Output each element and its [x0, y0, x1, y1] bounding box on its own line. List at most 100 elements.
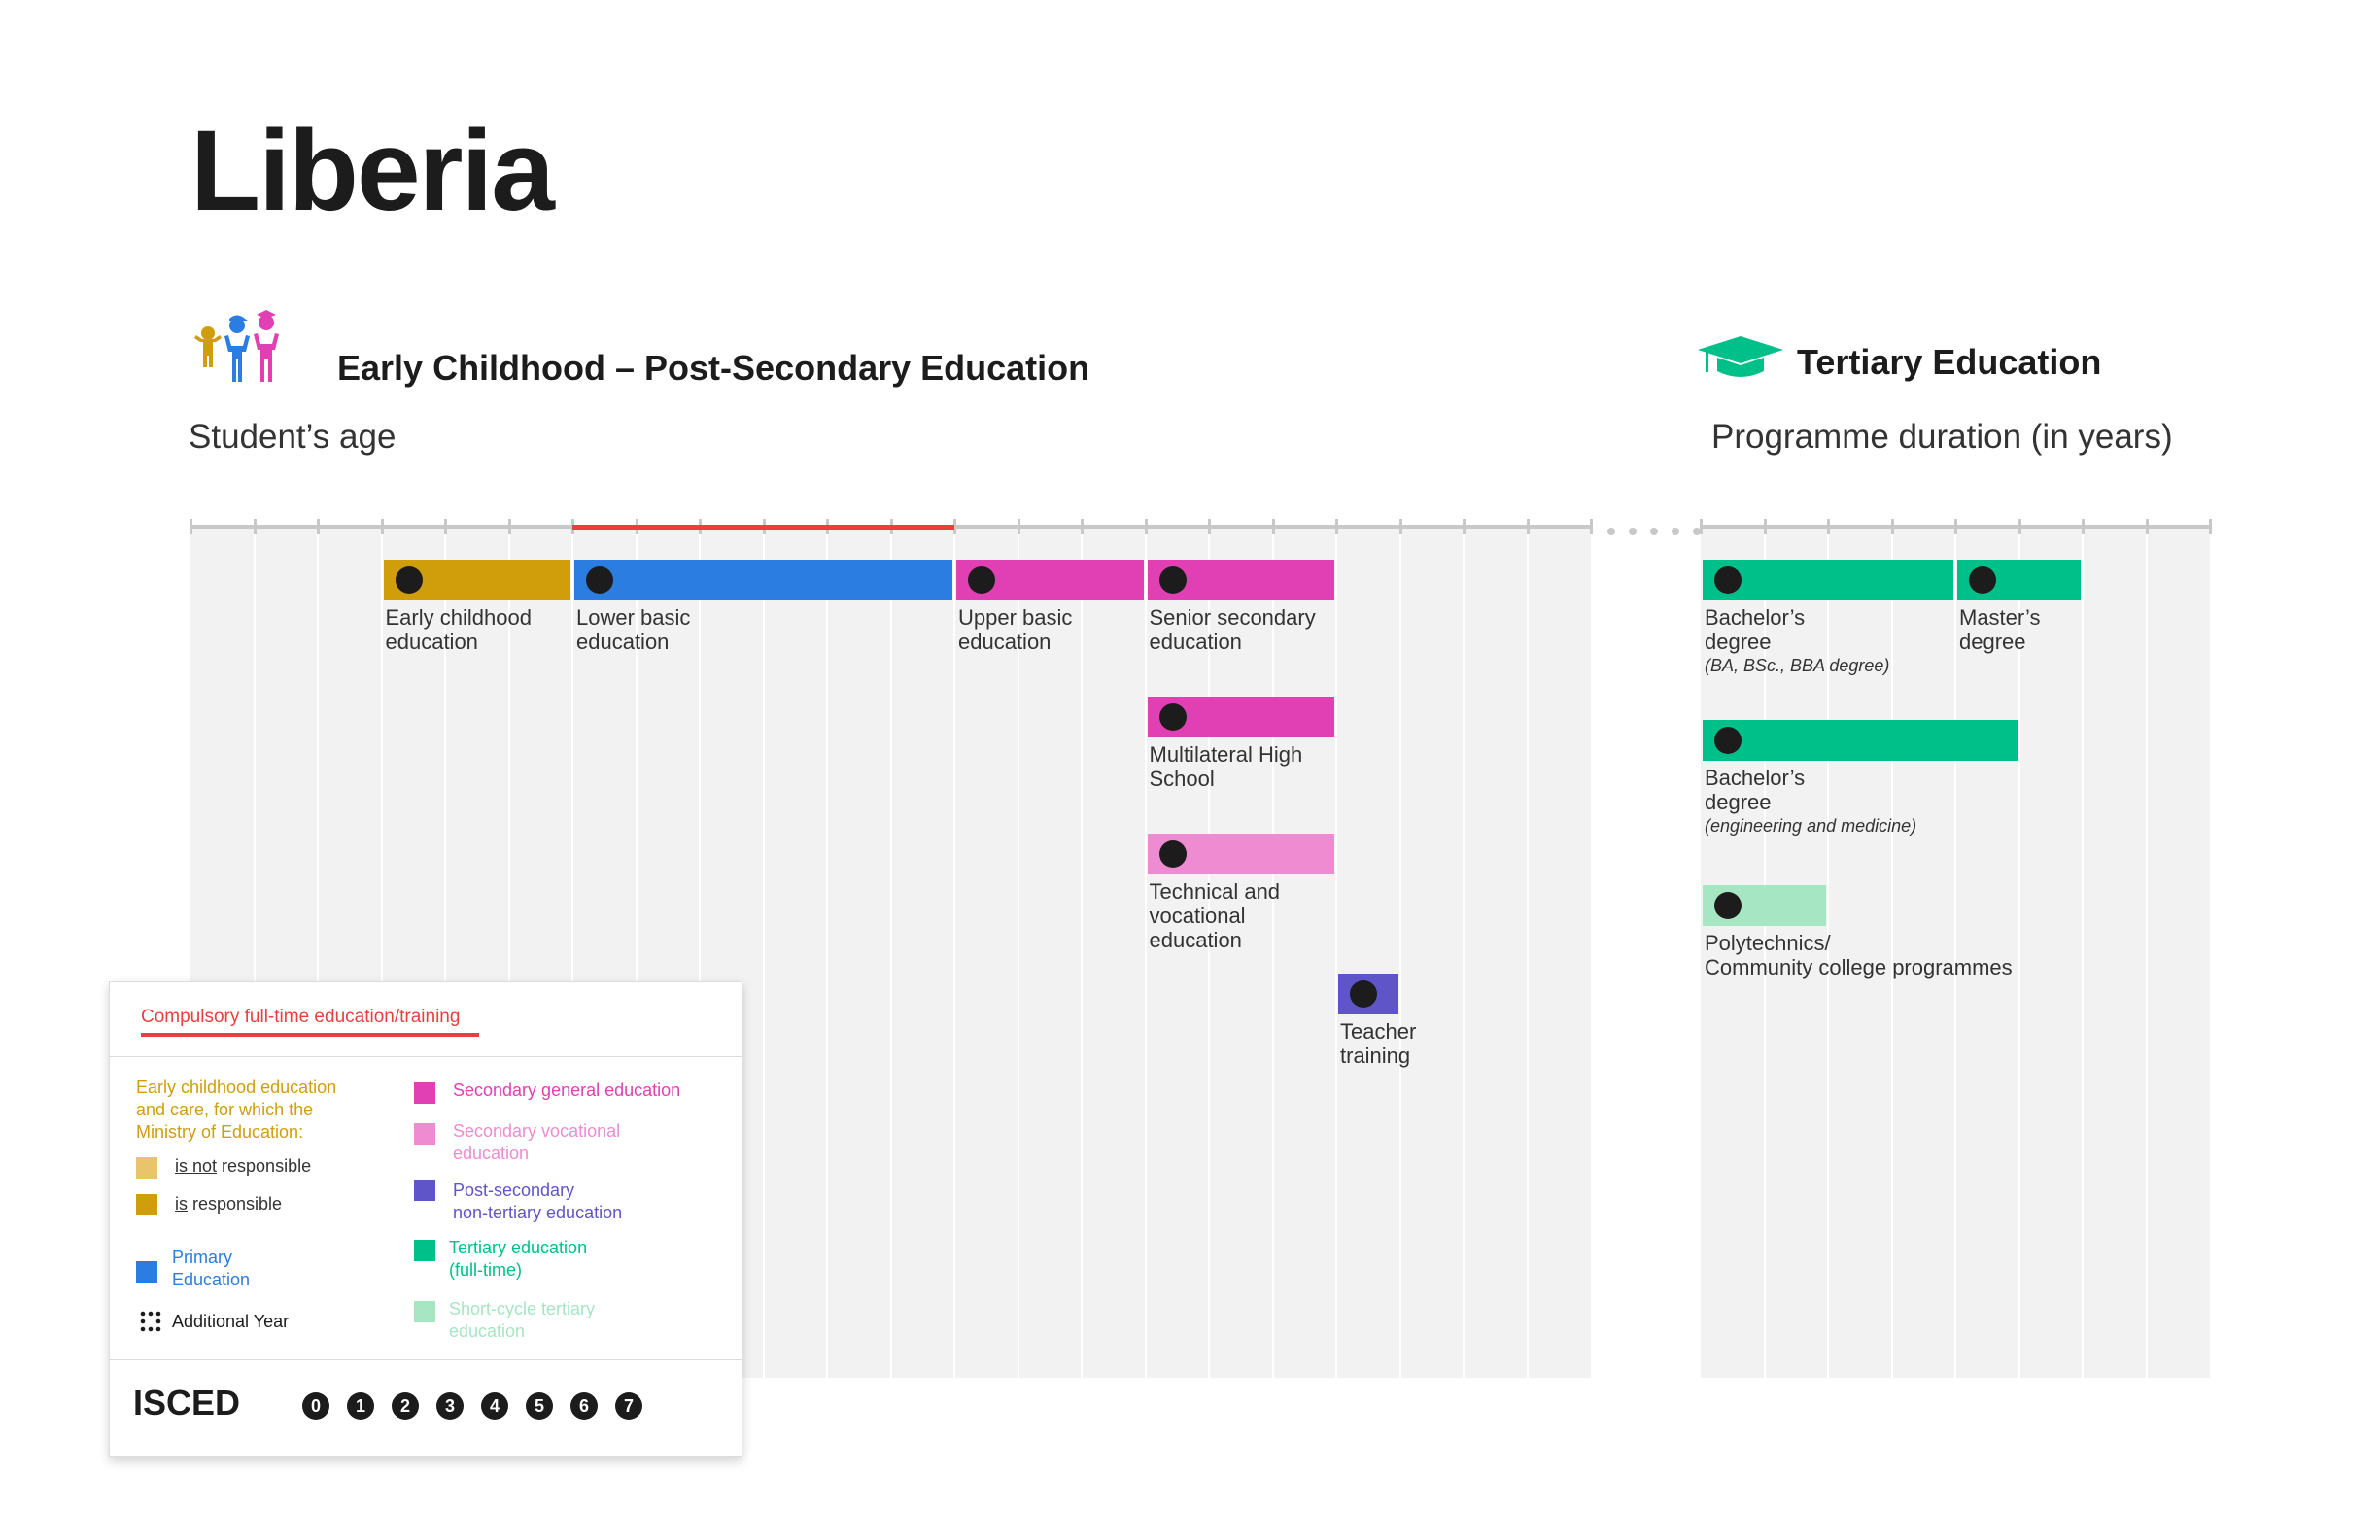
age-grid-line [889, 529, 892, 1378]
programmes_age-label: Early childhood education [386, 605, 736, 654]
duration-tick [1954, 519, 1957, 534]
isced-badge [1158, 840, 1187, 868]
age-grid-line [507, 529, 510, 1378]
programmes_age-label: Upper basic education [958, 605, 1308, 654]
duration-tick [2145, 519, 2149, 534]
compulsory-range-bar [572, 525, 954, 530]
page-title: Liberia [190, 107, 555, 235]
legend-tertiary-line1: Tertiary education [449, 1238, 588, 1257]
age-grid-line [1335, 529, 1337, 1378]
programmes_duration-label-line: Community college programmes [1705, 955, 2013, 979]
isced-badge [1969, 566, 1996, 594]
section-title-tertiary: Tertiary Education [1797, 342, 2102, 382]
isced-level-badge: 5 [526, 1392, 553, 1420]
legend-ecce-heading-line1: Early childhood education [136, 1078, 337, 1097]
programmes_duration-label-line: Bachelor’s [1705, 605, 1806, 630]
duration-grid-line [2082, 529, 2084, 1378]
programmes_age-label-line: education [1149, 630, 1242, 654]
legend-swatch-secondary-vocational [414, 1123, 435, 1145]
legend-ecce-not-label: is not responsible [175, 1155, 311, 1178]
programmes_age-label-line: Lower basic [576, 605, 691, 630]
age-tick [190, 519, 192, 534]
duration-tick [1827, 519, 1830, 534]
legend-swatch-secondary-general [414, 1082, 435, 1104]
programmes_duration-label-line: Master’s [1959, 605, 2041, 630]
legend-sec-voc-line2: education [453, 1144, 530, 1163]
age-tick [444, 519, 447, 534]
age-grid-line [1081, 529, 1083, 1378]
age-grid-line [762, 529, 765, 1378]
programmes_age-label: Senior secondary education [1150, 605, 1500, 654]
programmes_age-label-line: education [576, 630, 670, 654]
age-grid-line [1463, 529, 1465, 1378]
programmes_age-label-line: Early childhood [385, 605, 532, 630]
programmes_duration-label: Bachelor’s degree (BA, BSc., BBA degree) [1705, 605, 2054, 678]
additional-year-separator [1953, 564, 1956, 597]
programmes_duration-bar-isced-6 [1703, 560, 1953, 600]
programmes_age-label-line: education [385, 630, 478, 654]
isced-badge [1158, 703, 1187, 731]
duration-tick [1700, 519, 1703, 534]
legend-divider-bottom [110, 1359, 742, 1360]
age-tick [1590, 519, 1593, 534]
programmes_age-label-line: School [1149, 767, 1215, 791]
legend-primary-line1: Primary [172, 1248, 232, 1267]
programmes_duration-label: Bachelor’s degree (engineering and medicin… [1705, 766, 2054, 838]
isced-level-badge: 6 [570, 1392, 598, 1420]
programmes_age-label-line: Technical and [1149, 879, 1281, 904]
age-grid-line [1271, 529, 1274, 1378]
duration-grid-line [1827, 529, 1829, 1378]
legend-primary-label: Primary Education [172, 1247, 250, 1291]
duration-grid-line [2018, 529, 2020, 1378]
age-tick [953, 519, 956, 534]
legend-not-word: is not [175, 1156, 218, 1176]
isced-badge [586, 566, 613, 594]
age-grid-line [1144, 529, 1147, 1378]
age-tick [1335, 519, 1338, 534]
age-grid-line [317, 529, 319, 1378]
legend-swatch-post-secondary [414, 1180, 435, 1201]
legend-secondary-general-label: Secondary general education [453, 1080, 681, 1100]
age-tick [507, 519, 511, 534]
legend-ecce-heading-line3: Ministry of Education: [136, 1122, 304, 1142]
legend-secondary-vocational-label: Secondary vocational education [453, 1120, 620, 1165]
programmes_age-label-line: Senior secondary [1149, 605, 1316, 630]
legend-sec-voc-line1: Secondary vocational [453, 1121, 621, 1141]
programmes_duration-label-note: (BA, BSc., BBA degree) [1705, 656, 1890, 675]
additional-year-separator [1143, 564, 1147, 597]
legend-swatch-primary [136, 1261, 157, 1283]
isced-badge [1714, 892, 1742, 919]
isced-label: ISCED [133, 1383, 241, 1422]
age-tick [1017, 519, 1020, 534]
age-grid-line [253, 529, 256, 1378]
programmes_duration-label-line: degree [1705, 790, 1772, 814]
legend-ecce-heading-line2: and care, for which the [136, 1100, 314, 1119]
isced-badge [968, 566, 995, 594]
duration-axis-title: Programme duration (in years) [1711, 418, 2173, 456]
age-grid-line [444, 529, 446, 1378]
legend-swatch-short-cycle [414, 1301, 435, 1322]
graduation-cap-icon [1696, 334, 1785, 381]
legend-primary-line2: Education [172, 1270, 251, 1289]
isced-badge [1714, 727, 1742, 754]
age-tick [1271, 519, 1275, 534]
age-grid-line [1208, 529, 1210, 1378]
programmes_age-label-line: Teacher [1340, 1019, 1417, 1044]
programmes_duration-label: Polytechnics/Community college programme… [1705, 931, 2054, 979]
legend-tertiary-label: Tertiary education (full-time) [449, 1237, 587, 1282]
legend-is-word: is [175, 1194, 188, 1214]
section-title-basic: Early Childhood – Post-Secondary Educati… [337, 348, 1090, 388]
legend-additional-label: Additional Year [172, 1312, 290, 1331]
legend-panel: Compulsory full-time education/training … [109, 981, 742, 1457]
age-tick [253, 519, 257, 534]
legend-compulsory-line [141, 1033, 479, 1037]
legend-short-cycle-line2: education [449, 1321, 526, 1341]
programmes_duration-label-line: degree [1959, 630, 2026, 654]
age-grid-line [635, 529, 638, 1378]
legend-short-cycle-label: Short-cycle tertiary education [449, 1298, 595, 1343]
age-axis-title: Student’s age [189, 418, 397, 456]
programmes_age-label: Lower basic education [576, 605, 926, 654]
programmes_age-label-line: Multilateral High [1149, 742, 1303, 767]
duration-tick [2209, 519, 2212, 534]
